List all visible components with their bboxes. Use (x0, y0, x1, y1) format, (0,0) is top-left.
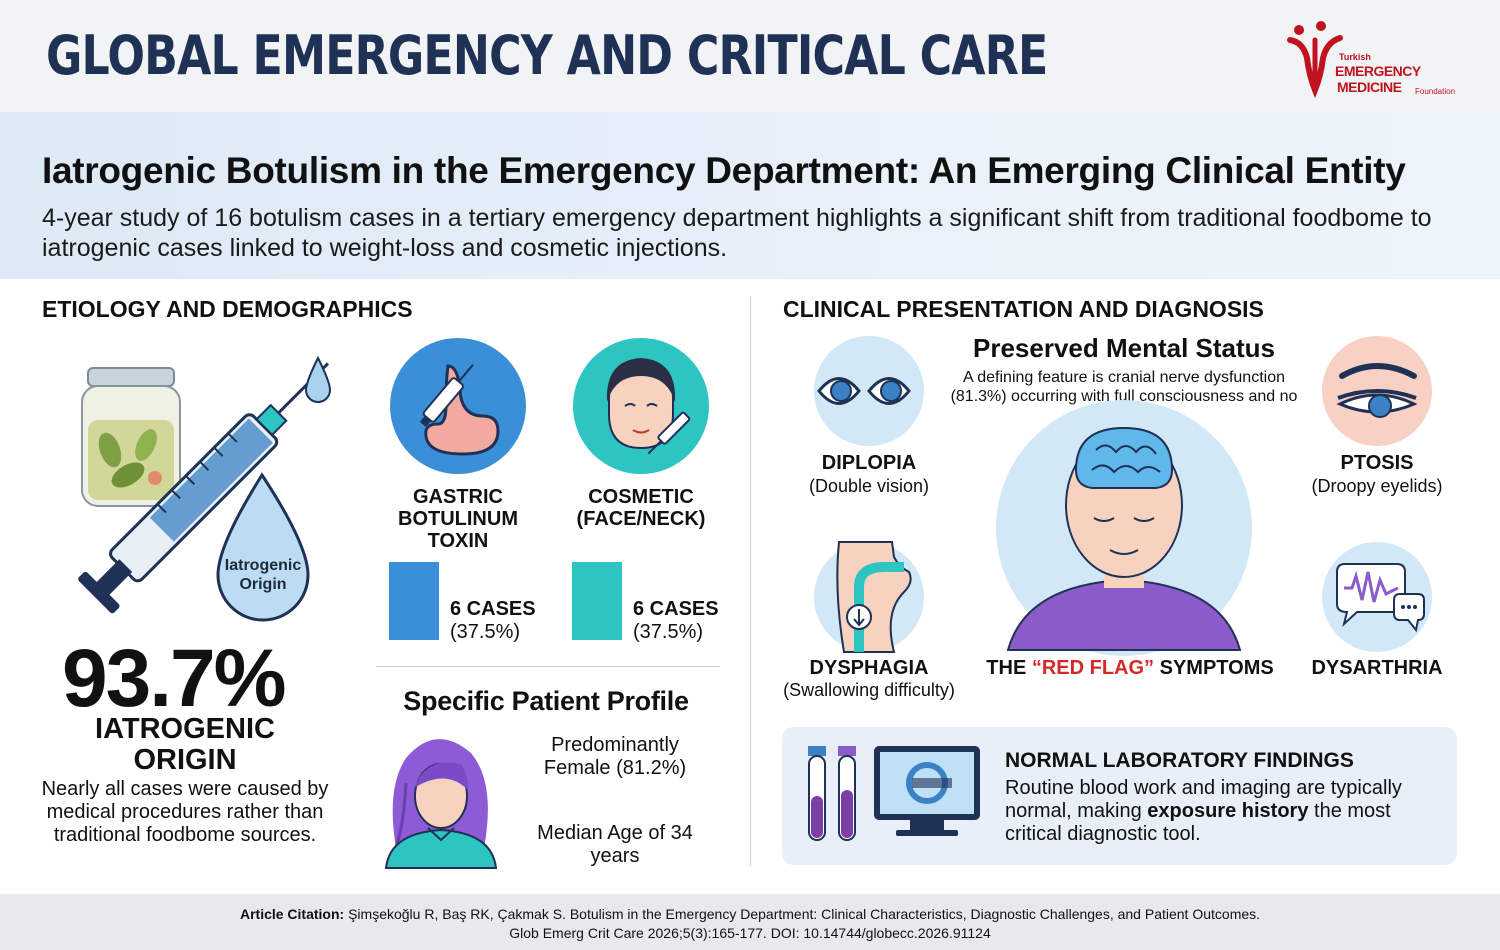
pct-gastric: (37.5%) (450, 621, 521, 643)
citation-line1: Şimşekoğlu R, Baş RK, Çakmak S. Botulism… (344, 906, 1261, 922)
column-divider (750, 296, 751, 866)
logo-figure-icon (1287, 21, 1343, 99)
profile-age: Median Age of 34 years (537, 822, 693, 867)
female-avatar-icon (384, 739, 498, 869)
article-citation: Article Citation: Şimşekoğlu R, Baş RK, … (0, 905, 1500, 943)
cases-cosmetic: 6 CASES (633, 598, 719, 620)
logo-text-main: EMERGENCY MEDICINE (1335, 63, 1421, 95)
profile-title: Specific Patient Profile (403, 686, 689, 716)
logo-foundation: Foundation (1415, 87, 1456, 96)
headline-band (0, 112, 1500, 279)
stomach-icon (390, 338, 526, 474)
category-label-cosmetic: COSMETIC (FACE/NECK) (576, 486, 706, 530)
logo-line1: EMERGENCY (1335, 63, 1421, 79)
face-injection-icon (573, 338, 709, 474)
speech-icon (1322, 542, 1432, 652)
throat-icon (814, 541, 924, 653)
symptom-dysphagia-desc: (Swallowing difficulty) (783, 680, 955, 700)
section-title-clinical: CLINICAL PRESENTATION AND DIAGNOSIS (783, 296, 1264, 322)
small-drop-icon (304, 355, 332, 403)
head-brain-icon (996, 400, 1252, 656)
section-title-etiology: ETIOLOGY AND DEMOGRAPHICS (42, 296, 413, 322)
droopy-eye-icon (1322, 336, 1432, 446)
red-flag-post: SYMPTOMS (1154, 657, 1274, 679)
lab-text-bold: exposure history (1147, 800, 1309, 822)
journal-title: GLOBAL EMERGENCY AND CRITICAL CARE (46, 24, 1048, 87)
preserved-mental-status-title: Preserved Mental Status (972, 333, 1275, 363)
profile-divider (376, 666, 720, 667)
symptom-dysarthria: DYSARTHRIA (1311, 657, 1443, 679)
bar-gastric (389, 562, 439, 640)
bar-cosmetic (572, 562, 622, 640)
stat-description: Nearly all cases were caused by medical … (41, 778, 329, 846)
symptom-diplopia-desc: (Double vision) (808, 476, 930, 496)
symptom-dysphagia: DYSPHAGIA (809, 657, 929, 679)
symptom-ptosis: PTOSIS (1340, 452, 1414, 474)
red-flag-pre: THE (986, 657, 1032, 679)
foundation-logo: Turkish EMERGENCY MEDICINE Foundation (1285, 20, 1465, 100)
red-flag-mid: “RED FLAG” (1031, 657, 1155, 679)
subheadline: 4-year study of 16 botulism cases in a t… (42, 204, 1432, 262)
footer-band (0, 894, 1500, 950)
category-label-gastric: GASTRIC BOTULINUM TOXIN (398, 486, 518, 552)
symptom-ptosis-desc: (Droopy eyelids) (1311, 476, 1443, 496)
citation-label: Article Citation: (239, 906, 345, 922)
profile-female: Predominantly Female (81.2%) (543, 734, 687, 779)
syringe-jar-illustration (78, 355, 332, 622)
stat-label: IATROGENIC ORIGIN (95, 713, 275, 776)
cases-gastric: 6 CASES (450, 598, 536, 620)
lab-text-2: the most critical diagnostic tool. (1005, 800, 1391, 845)
logo-text-small: Turkish (1339, 52, 1371, 62)
lab-test-icon (808, 746, 980, 841)
logo-line2: MEDICINE (1337, 79, 1402, 95)
drop-label: Iatrogenic Origin (224, 557, 302, 593)
eyes-icon (814, 336, 924, 446)
bar-value-cosmetic: 6 CASES (37.5%) (633, 598, 719, 644)
preserved-mental-status-text: A defining feature is cranial nerve dysf… (950, 369, 1298, 424)
red-flag-caption: THE “RED FLAG” SYMPTOMS (980, 657, 1280, 680)
lab-text-1: Routine blood work and imaging are typic… (1005, 777, 1402, 822)
big-stat: 93.7% (62, 633, 287, 724)
top-banner (0, 0, 1500, 112)
citation-line2: Glob Emerg Crit Care 2026;5(3):165-177. … (509, 925, 991, 941)
jar-icon (81, 367, 181, 507)
bar-value-gastric: 6 CASES (37.5%) (450, 598, 536, 644)
syringe-icon (78, 362, 330, 614)
lab-text: Routine blood work and imaging are typic… (1005, 777, 1445, 846)
pct-cosmetic: (37.5%) (633, 621, 704, 643)
symptom-diplopia: DIPLOPIA (821, 452, 917, 474)
lab-title: NORMAL LABORATORY FINDINGS (1005, 749, 1354, 772)
headline: Iatrogenic Botulism in the Emergency Dep… (42, 150, 1406, 191)
big-drop-icon (216, 472, 310, 622)
